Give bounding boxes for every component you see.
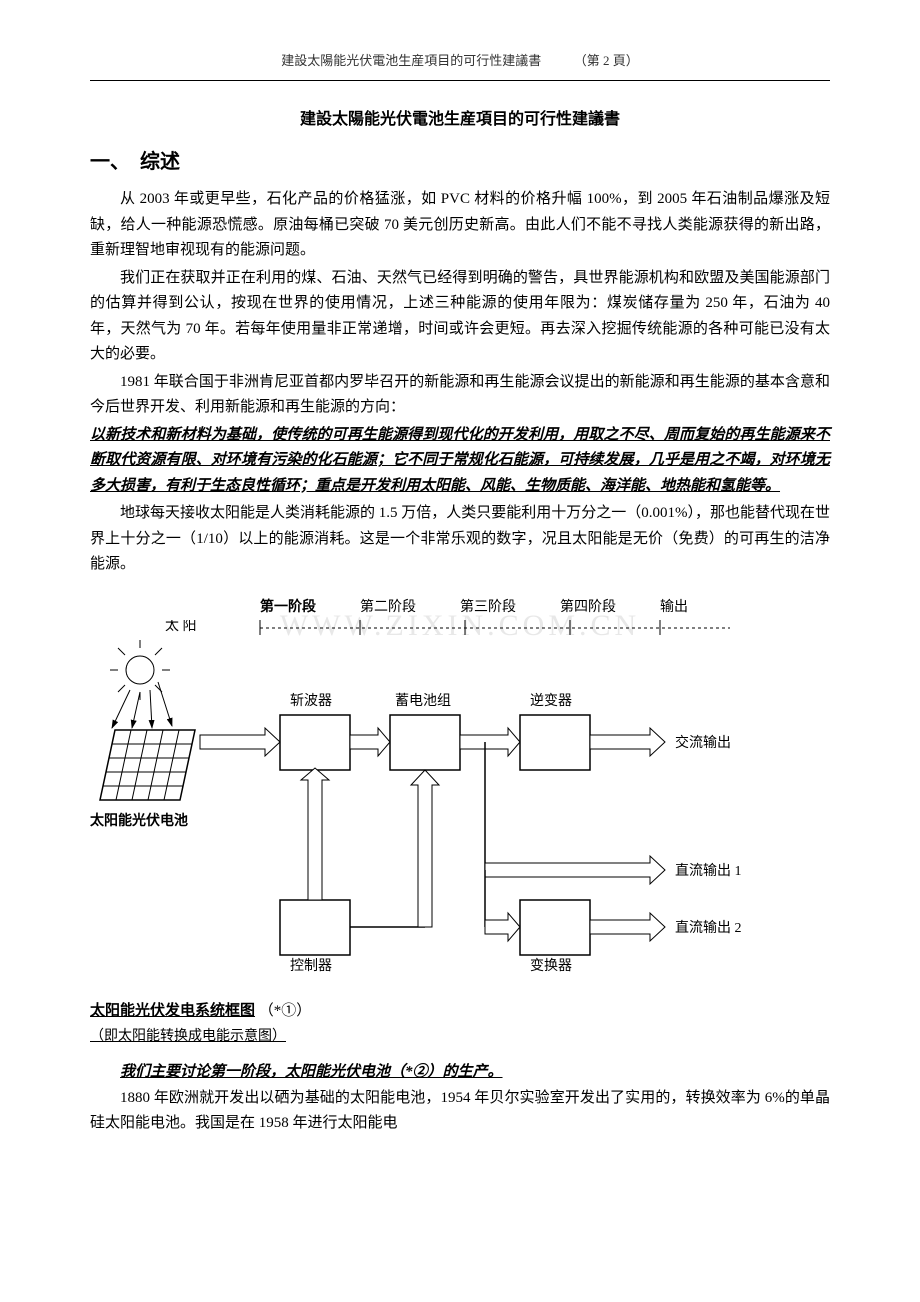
stage-5-label: 输出 xyxy=(660,596,760,620)
header-title: 建設太陽能光伏電池生産項目的可行性建議書 xyxy=(281,53,541,68)
converter-box xyxy=(520,900,590,955)
paragraph-4: 地球每天接收太阳能是人类消耗能源的 1.5 万倍，人类只要能利用十万分之一（0.… xyxy=(90,501,830,578)
controller-label: 控制器 xyxy=(290,958,332,974)
dc-output2-label: 直流输出 2 xyxy=(675,919,742,936)
panel-label: 太阳能光伏电池 xyxy=(90,812,188,829)
controller-box xyxy=(280,900,350,955)
arrow-inverter-ac xyxy=(590,728,665,756)
arrow-dc1 xyxy=(485,856,665,884)
sun-label: 太 阳 xyxy=(165,620,197,634)
arrow-battery-inverter xyxy=(460,728,520,756)
arrow-panel-chopper xyxy=(200,728,280,756)
stage-3-label: 第三阶段 xyxy=(460,596,560,620)
stage-2-label: 第二阶段 xyxy=(360,596,460,620)
diagram-caption-row: 太阳能光伏发电系统框图 （*①） xyxy=(90,999,830,1025)
arrow-controller-battery xyxy=(411,770,439,927)
battery-label: 蓄电池组 xyxy=(395,693,451,709)
stage-4-label: 第四阶段 xyxy=(560,596,660,620)
paragraph-3: 1981 年联合国于非洲肯尼亚首都内罗毕召开的新能源和再生能源会议提出的新能源和… xyxy=(90,370,830,421)
paragraph-1: 从 2003 年或更早些，石化产品的价格猛涨，如 PVC 材料的价格升幅 100… xyxy=(90,187,830,264)
arrow-to-converter xyxy=(485,913,520,941)
inverter-box xyxy=(520,715,590,770)
document-title: 建設太陽能光伏電池生産項目的可行性建議書 xyxy=(90,106,830,133)
arrow-chopper-battery xyxy=(350,728,390,756)
dc-output1-label: 直流输出 1 xyxy=(675,862,742,879)
chopper-box xyxy=(280,715,350,770)
diagram-subcaption: （即太阳能转换成电能示意图） xyxy=(90,1025,830,1049)
stage-labels-row: 第一阶段 第二阶段 第三阶段 第四阶段 输出 xyxy=(260,596,830,620)
ac-output-label: 交流输出 xyxy=(675,734,731,751)
arrow-converter-dc2 xyxy=(590,913,665,941)
after-diagram-emphasis: 我们主要讨论第一阶段，太阳能光伏电池（*②）的生产。 xyxy=(90,1060,830,1086)
system-diagram-svg: 太 阳 xyxy=(90,620,830,990)
battery-box xyxy=(390,715,460,770)
diagram-caption-note: （*①） xyxy=(259,1003,312,1019)
chopper-label: 斩波器 xyxy=(290,693,332,709)
stage-1-label: 第一阶段 xyxy=(260,596,360,620)
paragraph-2: 我们正在获取并正在利用的煤、石油、天然气已经得到明确的警告，具世界能源机构和欧盟… xyxy=(90,266,830,368)
section-1-heading: 一、 综述 xyxy=(90,145,830,179)
diagram-container: 第一阶段 第二阶段 第三阶段 第四阶段 输出 太 阳 xyxy=(90,596,830,1049)
after-diagram-p1: 1880 年欧洲就开发出以硒为基础的太阳能电池，1954 年贝尔实验室开发出了实… xyxy=(90,1086,830,1137)
emphasis-paragraph: 以新技术和新材料为基础，使传统的可再生能源得到现代化的开发利用，用取之不尽、周而… xyxy=(90,423,830,500)
running-header: 建設太陽能光伏電池生産項目的可行性建議書 （第 2 頁） xyxy=(90,50,830,81)
arrow-controller-chopper xyxy=(301,768,329,900)
converter-label: 变换器 xyxy=(530,957,572,974)
diagram-caption: 太阳能光伏发电系统框图 xyxy=(90,1003,255,1019)
inverter-label: 逆变器 xyxy=(530,693,572,709)
solar-panel-icon xyxy=(100,730,195,800)
header-page: （第 2 頁） xyxy=(574,53,639,68)
